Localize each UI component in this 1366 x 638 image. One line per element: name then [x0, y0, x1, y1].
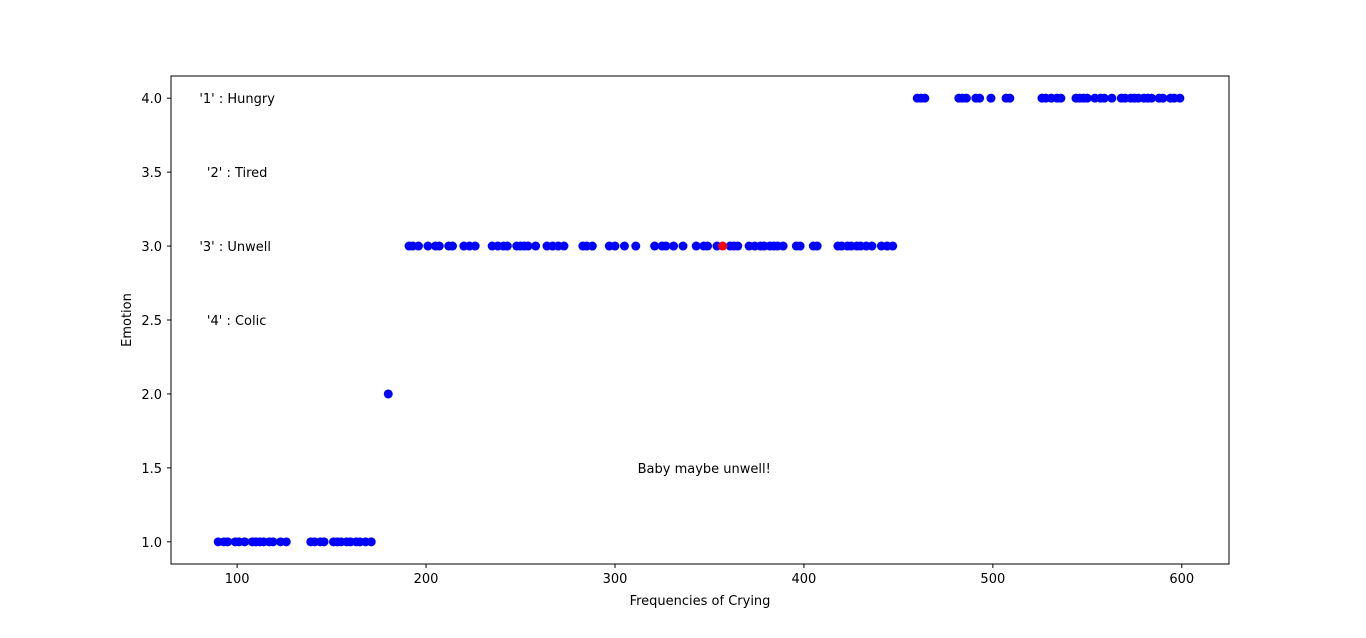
data-point — [986, 93, 996, 103]
data-point — [413, 241, 423, 251]
data-point — [888, 241, 898, 251]
data-point — [1099, 93, 1109, 103]
data-point — [223, 537, 233, 547]
data-point — [650, 241, 660, 251]
data-point — [531, 241, 541, 251]
y-tick-label: 3.5 — [141, 166, 162, 181]
axes-frame — [170, 75, 1230, 565]
x-tick-label: 200 — [414, 572, 439, 587]
y-tick-label: 1.5 — [141, 462, 162, 477]
data-point — [1175, 93, 1185, 103]
x-tick-label: 300 — [603, 572, 628, 587]
data-point — [470, 241, 480, 251]
data-point — [619, 241, 629, 251]
data-point — [961, 93, 971, 103]
data-point — [448, 241, 458, 251]
data-point — [502, 241, 512, 251]
y-axis-label: Emotion — [120, 293, 135, 347]
annotation-text: '4' : Colic — [207, 314, 266, 329]
data-point — [587, 241, 597, 251]
data-point — [718, 241, 728, 251]
data-point — [812, 241, 822, 251]
data-point — [366, 537, 376, 547]
annotation-text: '2' : Tired — [207, 166, 268, 181]
data-point — [281, 537, 291, 547]
data-points-layer — [213, 93, 1185, 547]
x-tick-label: 100 — [225, 572, 250, 587]
data-point — [1005, 93, 1015, 103]
data-point — [920, 93, 930, 103]
data-point — [319, 537, 329, 547]
data-point — [383, 389, 393, 399]
annotations-layer: '1' : Hungry '2' : Tired '3' : Unwell '4' :… — [199, 92, 771, 477]
data-point — [733, 241, 743, 251]
data-point — [778, 241, 788, 251]
data-point — [661, 241, 671, 251]
data-point — [1056, 93, 1066, 103]
x-axis-label: Frequencies of Crying — [630, 594, 771, 609]
data-point — [523, 241, 533, 251]
annotation-text: '3' : Unwell — [199, 240, 271, 255]
data-point — [1082, 93, 1092, 103]
annotation-text: '1' : Hungry — [199, 92, 275, 107]
data-point — [434, 241, 444, 251]
x-tick-label: 500 — [980, 572, 1005, 587]
y-tick-label: 4.0 — [141, 92, 162, 107]
data-point — [703, 241, 713, 251]
data-point — [423, 241, 433, 251]
y-axis-ticks: 1.0 1.5 2.0 2.5 3.0 3.5 4.0 — [141, 92, 171, 551]
y-tick-label: 2.0 — [141, 388, 162, 403]
x-axis-ticks: 100 200 300 400 500 600 — [225, 564, 1194, 587]
data-point — [1107, 93, 1117, 103]
data-point — [678, 241, 688, 251]
data-point — [795, 241, 805, 251]
data-point — [559, 241, 569, 251]
annotation-text: Baby maybe unwell! — [638, 462, 771, 477]
data-point — [631, 241, 641, 251]
data-point — [691, 241, 701, 251]
data-point — [1158, 93, 1168, 103]
y-tick-label: 3.0 — [141, 240, 162, 255]
data-point — [975, 93, 985, 103]
data-point — [669, 241, 679, 251]
data-point — [240, 537, 250, 547]
y-tick-label: 2.5 — [141, 314, 162, 329]
data-point — [610, 241, 620, 251]
y-tick-label: 1.0 — [141, 536, 162, 551]
data-point — [1147, 93, 1157, 103]
x-tick-label: 400 — [791, 572, 816, 587]
x-tick-label: 600 — [1169, 572, 1194, 587]
data-point — [867, 241, 877, 251]
data-point — [268, 537, 278, 547]
